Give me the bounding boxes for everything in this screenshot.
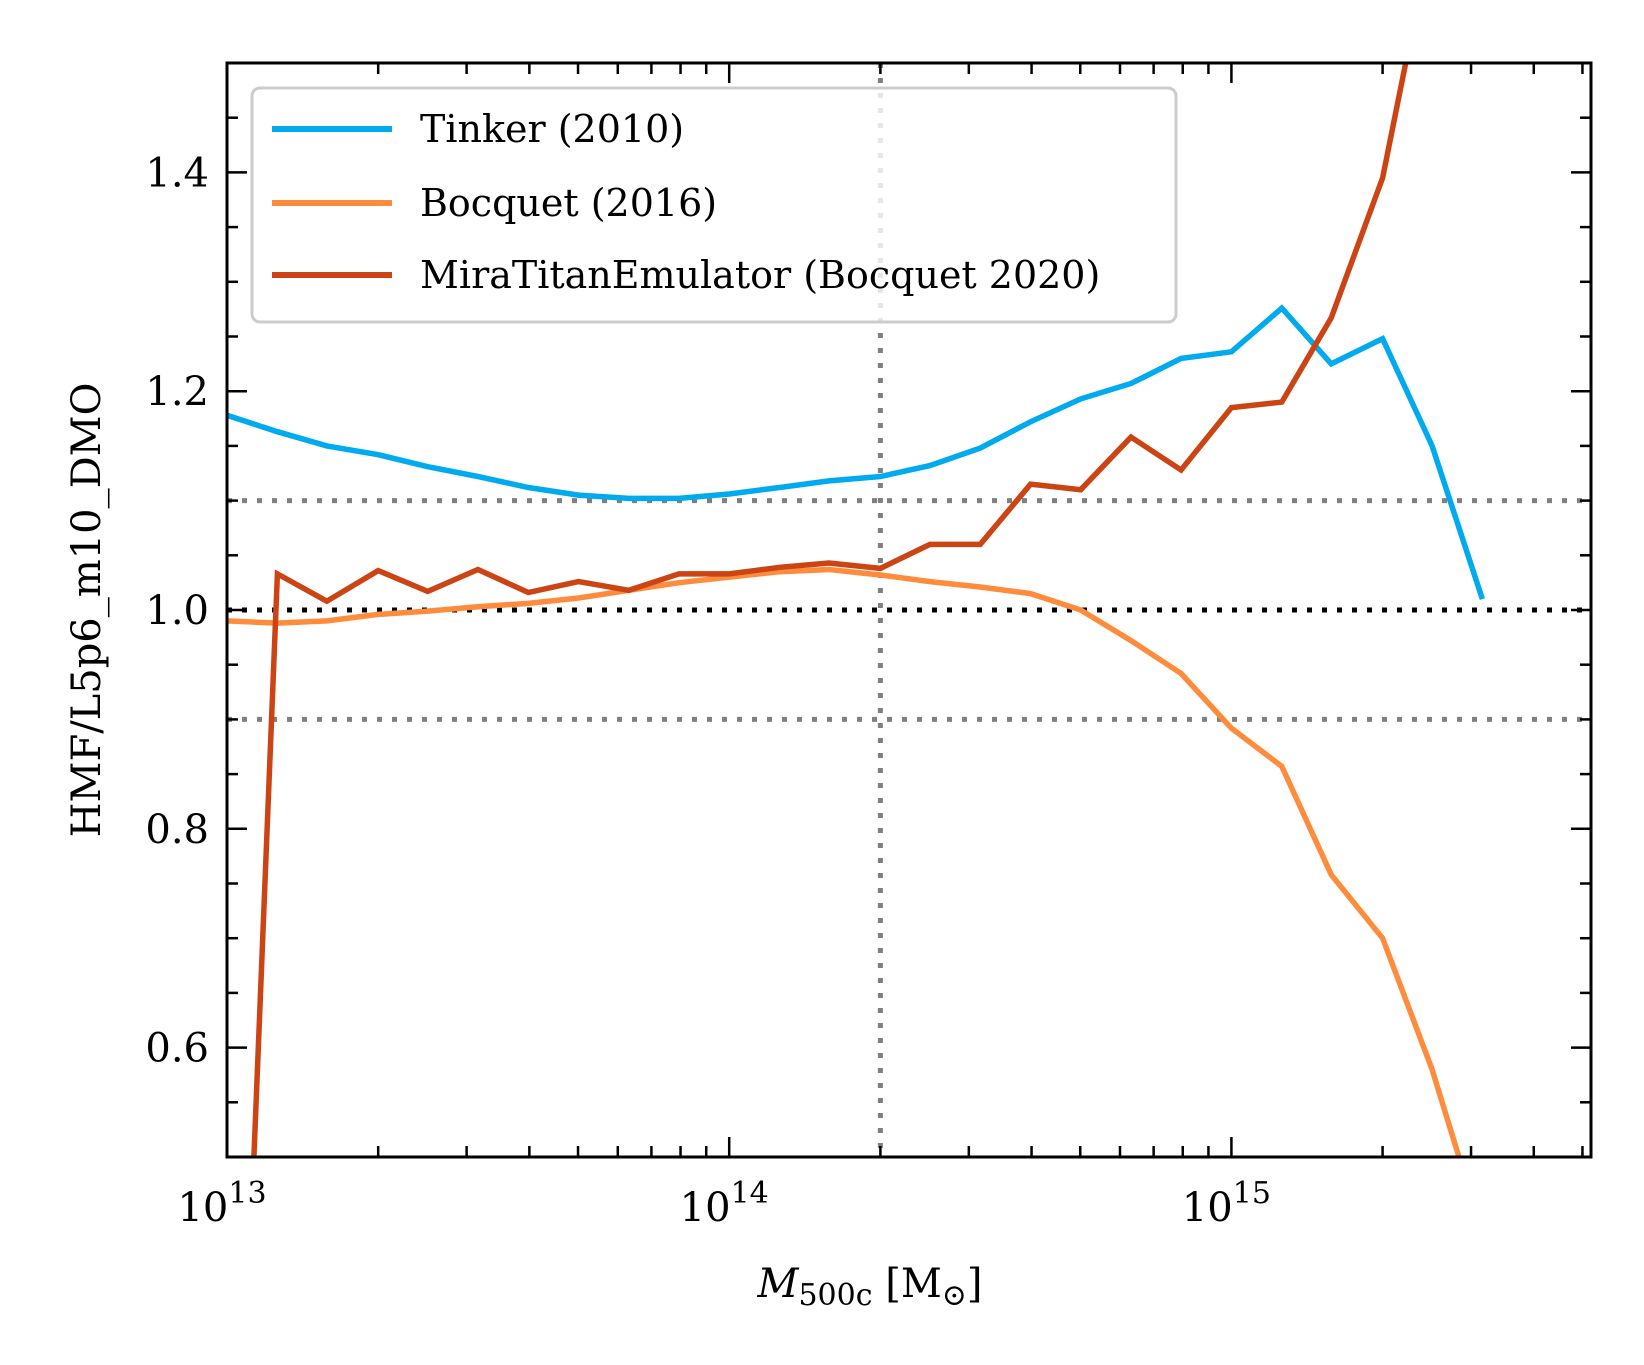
x-label-unit-open: [M: [885, 1261, 942, 1307]
x-tick-exp-1: 14: [731, 1176, 769, 1211]
y-tick-label-4: 1.4: [145, 150, 209, 196]
x-label-main: M: [756, 1261, 799, 1307]
legend-label-bocquet-2016: Bocquet (2016): [420, 181, 717, 225]
y-tick-label-2: 1.0: [145, 588, 209, 634]
x-tick-exp-0: 13: [228, 1176, 266, 1211]
x-label-unit-symbol: ⊙: [942, 1278, 967, 1313]
series-line-0: [227, 304, 1486, 600]
y-tick-label-0: 0.6: [145, 1026, 209, 1072]
x-label-unit-close: ]: [967, 1261, 983, 1307]
series-line-2: [251, 63, 1409, 1157]
x-tick-label-2: 1015: [1182, 1176, 1271, 1231]
x-axis-label: M500c [M⊙]: [756, 1261, 982, 1313]
y-axis-label: HMF/L5p6_m10_DMO: [64, 383, 110, 838]
x-tick-exp-2: 15: [1233, 1176, 1271, 1211]
y-tick-label-3: 1.2: [145, 369, 209, 415]
legend-label-tinker: Tinker (2010): [420, 107, 684, 151]
legend-label-miratitan: MiraTitanEmulator (Bocquet 2020): [420, 253, 1100, 297]
legend: Tinker (2010) Bocquet (2016) MiraTitanEm…: [250, 86, 1178, 324]
x-label-sub: 500c: [798, 1278, 872, 1313]
y-tick-label-1: 0.8: [145, 807, 209, 853]
series-line-1: [227, 566, 1462, 1157]
x-tick-base-0: 10: [177, 1185, 228, 1231]
x-tick-base-2: 10: [1182, 1185, 1233, 1231]
series-lines: [227, 63, 1486, 1157]
x-tick-base-1: 10: [680, 1185, 731, 1231]
legend-box: [250, 86, 1178, 324]
plot-frame: [225, 61, 1593, 1159]
x-tick-label-1: 1014: [680, 1176, 769, 1231]
x-tick-label-0: 1013: [177, 1176, 266, 1231]
